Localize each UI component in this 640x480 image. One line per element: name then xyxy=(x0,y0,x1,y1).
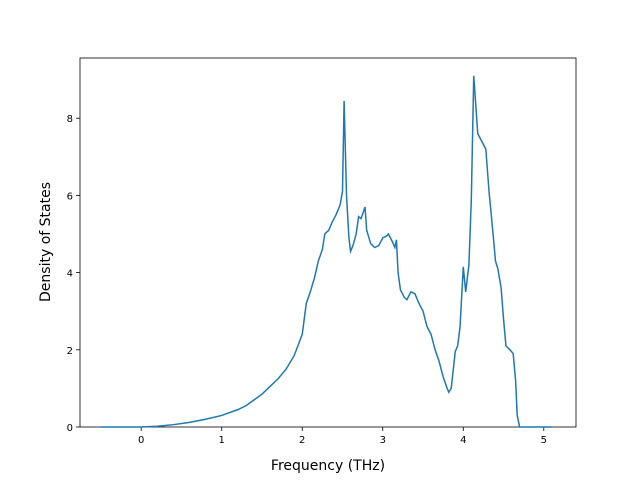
x-tick-label: 0 xyxy=(138,435,144,446)
y-tick-label: 4 xyxy=(67,269,73,280)
y-tick-label: 6 xyxy=(67,191,73,202)
x-tick-label: 2 xyxy=(299,435,305,446)
x-tick-label: 4 xyxy=(460,435,466,446)
x-axis-label: Frequency (THz) xyxy=(271,458,385,474)
x-tick-label: 1 xyxy=(219,435,225,446)
y-tick-label: 2 xyxy=(67,346,73,357)
plot-frame xyxy=(79,57,577,428)
y-axis-label: Density of States xyxy=(38,182,54,302)
y-tick-label: 8 xyxy=(67,114,73,125)
dos-line xyxy=(100,75,552,428)
y-tick-label: 0 xyxy=(67,423,73,434)
x-tick-label: 5 xyxy=(541,435,547,446)
x-tick-label: 3 xyxy=(380,435,386,446)
